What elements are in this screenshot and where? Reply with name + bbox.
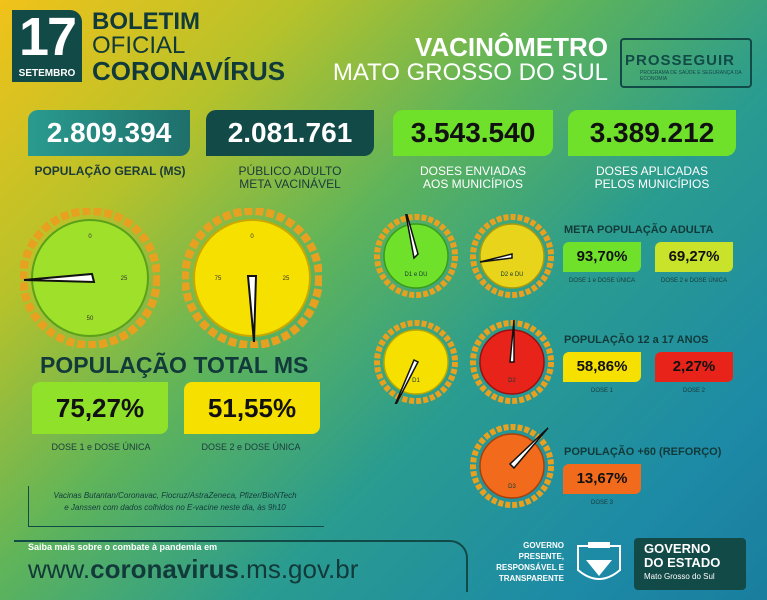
adult-dose2-value: 69,27% [655,242,733,272]
footer-url[interactable]: www.coronavirus.ms.gov.br [28,554,358,585]
date-day: 17 [18,7,77,67]
adult-dose2-label: DOSE 2 e DOSE ÚNICA [660,278,728,284]
stat-applied-value: 3.389.212 [568,110,736,156]
adult-dose1-label: DOSE 1 e DOSE ÚNICA [568,278,636,284]
gauge-needle [23,272,96,284]
gov-logo-box [634,538,746,590]
gov-slogan-2: PRESENTE, [518,552,564,561]
gauge-tick-0: 0 [88,234,92,240]
date-month: SETEMBRO [12,66,82,82]
gov-logo-3: Mato Grosso do Sul [644,572,715,581]
total-dose2-label: DOSE 2 e DOSE ÚNICA [201,442,301,452]
bulletin-title-3: CORONAVÍRUS [92,56,286,86]
gov-slogan-3: RESPONSÁVEL E [496,563,564,572]
note-line-2: e Janssen com dados colhidos no E-vacine… [64,503,286,512]
stat-applied-label-2: PELOS MUNICÍPIOS [594,177,710,191]
adult-dose1-value: 93,70% [563,242,641,272]
vacinometro-title: VACINÔMETRO [414,32,608,62]
elder-title: POPULAÇÃO +60 (REFORÇO) [564,446,722,458]
note-box [28,486,324,527]
gauge-tick-25: 25 [283,276,290,282]
teen-dose2-value: 2,27% [655,352,733,382]
gauge-adult-d2du: D2 e DU [470,214,554,298]
gauge-needle [246,275,258,343]
stat-applied-label-1: DOSES APLICADAS [595,164,709,178]
gauge-teen-d1: D1 [374,320,458,404]
stat-adult-label-2: META VACINÁVEL [239,177,341,191]
note-line-1: Vacinas Butantan/Coronavac, Fiocruz/Astr… [53,491,297,500]
gov-slogan-4: TRANSPARENTE [498,574,564,583]
gauge-needle [479,253,513,263]
stat-sent-value: 3.543.540 [393,110,553,156]
bulletin-title-2: OFICIAL [92,32,186,59]
footer-url-bold: coronavirus [90,554,239,584]
gauge-adult-d1du: D1 e DU [374,214,458,298]
gauge-tick-75: 75 [215,276,222,282]
total-dose2-value: 51,55% [184,382,320,434]
stat-adult-label-1: PÚBLICO ADULTO [238,164,342,178]
gov-slogan: GOVERNO PRESENTE, RESPONSÁVEL E TRANSPAR… [482,540,564,584]
gauge-needle [405,214,419,260]
gauge-elder-d3: D3 [470,424,554,508]
total-dose1-value: 75,27% [32,382,168,434]
footer-saiba: Saiba mais sobre o combate à pandemia em [28,542,218,552]
teen-dose1-value: 58,86% [563,352,641,382]
footer-url-pre: www. [28,554,91,584]
gauge-tick-0: 0 [250,234,254,240]
gauge-label: D2 [508,378,516,384]
state-coat-of-arms-icon [577,542,621,580]
total-dose1-label: DOSE 1 e DOSE ÚNICA [51,442,151,452]
footer-frame [14,540,468,592]
footer-url-post: .ms.gov.br [238,554,359,584]
gauge-needle [509,320,515,363]
vacinometro-subtitle: MATO GROSSO DO SUL [332,59,608,86]
gauge-tick-25: 25 [121,276,128,282]
gov-slogan-1: GOVERNO [523,541,564,550]
gauge-needle [394,358,420,404]
stat-adult-value: 2.081.761 [206,110,374,156]
teen-dose2-label: DOSE 2 [682,388,705,394]
stat-sent-label-2: AOS MUNICÍPIOS [422,177,523,191]
stat-population-label: POPULAÇÃO GERAL (MS) [34,164,186,178]
elder-dose3-value: 13,67% [563,464,641,494]
gauge-label: D2 e DU [500,272,523,278]
gauge-teen-d2: D2 [470,320,554,404]
elder-dose3-label: DOSE 3 [590,500,613,506]
gauge-dose1-total: 0 25 50 [20,208,160,348]
prosseguir-logo-text: PROSSEGUIR [625,52,736,69]
stat-population-value: 2.809.394 [28,110,190,156]
adult-title: META POPULAÇÃO ADULTA [564,224,714,236]
teen-dose1-label: DOSE 1 [590,388,613,394]
gov-logo-2: DO ESTADO [644,555,721,570]
prosseguir-logo-subtext: PROGRAMA DE SAÚDE E SEGURANÇA DA ECONOMI… [640,70,742,82]
prosseguir-logo [620,38,752,88]
bulletin-title-1: BOLETIM [92,8,200,35]
gov-logo-1: GOVERNO [644,541,711,556]
gauge-needle [508,427,549,470]
total-title: POPULAÇÃO TOTAL MS [40,352,309,378]
gauge-label: D3 [508,484,516,490]
gauge-dose2-total: 0 75 25 [182,208,322,348]
gauge-tick-50: 50 [87,316,94,322]
gauge-label: D1 e DU [404,272,427,278]
stat-sent-label-1: DOSES ENVIADAS [419,164,527,178]
teen-title: POPULAÇÃO 12 a 17 ANOS [564,334,709,346]
gauge-label: D1 [412,378,420,384]
